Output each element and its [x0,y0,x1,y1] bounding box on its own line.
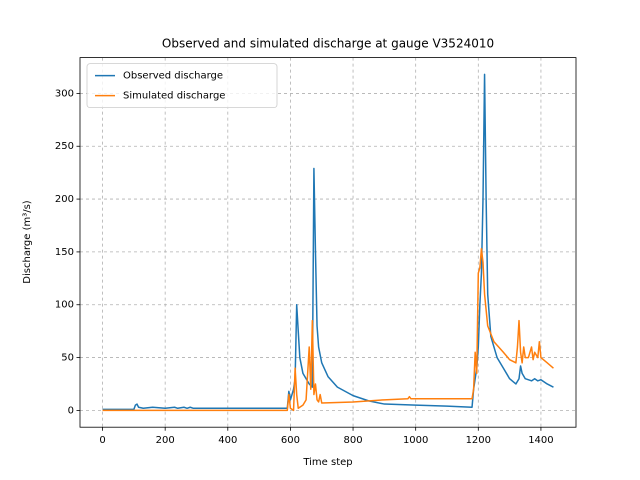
x-axis-label: Time step [302,457,352,468]
y-tick-label: 250 [55,141,74,152]
data-line [102,73,554,411]
x-tick-label: 1000 [403,435,428,446]
x-tick-label: 1400 [528,435,553,446]
x-tick-label: 600 [281,435,300,446]
data-line [102,247,554,412]
y-axis-label: Discharge (m³/s) [22,200,33,283]
legend-label: Observed discharge [123,71,223,82]
y-tick-label: 50 [61,353,74,364]
y-tick-label: 200 [55,194,74,205]
y-tick-label: 0 [68,405,74,416]
legend-label: Simulated discharge [123,91,225,102]
legend-box [86,63,278,108]
y-tick-label: 300 [55,88,74,99]
x-tick-label: 400 [218,435,237,446]
plot-frame [79,57,577,428]
x-tick-label: 0 [99,435,105,446]
y-tick-label: 150 [55,247,74,258]
chart-title: Observed and simulated discharge at gaug… [162,37,494,51]
x-tick-label: 800 [344,435,363,446]
x-tick-label: 1200 [466,435,491,446]
x-tick-label: 200 [156,435,175,446]
y-tick-label: 100 [55,300,74,311]
